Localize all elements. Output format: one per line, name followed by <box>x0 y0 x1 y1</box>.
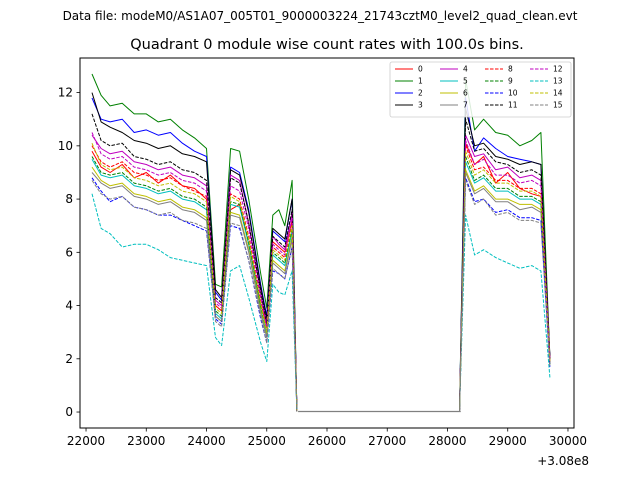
legend-box <box>389 61 572 118</box>
legend-label-8: 8 <box>508 65 513 74</box>
legend-label-6: 6 <box>463 89 468 98</box>
chart-title: Quadrant 0 module wise count rates with … <box>130 37 524 53</box>
x-tick-label: 24000 <box>187 434 225 448</box>
x-tick-label: 22000 <box>67 434 105 448</box>
series-14-line-2 <box>459 150 551 412</box>
series-10-line-1 <box>91 177 298 412</box>
legend-label-12: 12 <box>553 65 563 74</box>
x-tick-label: 28000 <box>428 434 466 448</box>
series-3-line-1 <box>91 92 298 412</box>
y-tick-label: 0 <box>65 405 73 419</box>
y-tick-label: 10 <box>58 139 73 153</box>
series-1-line-2 <box>459 78 551 412</box>
series-12-line-2 <box>459 140 551 412</box>
series-14-line-1 <box>91 143 298 412</box>
legend-label-0: 0 <box>418 65 423 74</box>
x-tick-label: 27000 <box>368 434 406 448</box>
series-15-line-2 <box>459 179 551 412</box>
series-10-line-2 <box>459 177 551 412</box>
x-tick-label: 23000 <box>127 434 165 448</box>
plot-area <box>91 73 551 413</box>
series-4-line-2 <box>459 134 551 412</box>
series-9-line-2 <box>459 156 551 412</box>
legend-label-3: 3 <box>418 101 423 110</box>
series-0-line-1 <box>91 150 298 412</box>
y-tick-label: 6 <box>65 245 73 259</box>
series-15-line-1 <box>91 180 298 412</box>
series-6-line-2 <box>459 169 551 412</box>
series-5-line-2 <box>459 161 551 412</box>
legend-label-14: 14 <box>553 89 563 98</box>
y-tick-label: 4 <box>65 299 73 313</box>
legend-label-1: 1 <box>418 77 423 86</box>
legend-label-15: 15 <box>553 101 563 110</box>
series-11-line-2 <box>459 118 551 412</box>
series-2-line-1 <box>91 97 298 412</box>
series-5-line-1 <box>91 158 298 412</box>
suptitle: Data file: modeM0/AS1A07_005T01_90000032… <box>63 9 578 23</box>
series-6-line-1 <box>91 166 298 412</box>
x-tick-label: 29000 <box>489 434 527 448</box>
axes: 22000 23000 24000 25000 26000 27000 28000 29000… <box>58 86 587 448</box>
y-tick-label: 12 <box>58 86 73 100</box>
legend-label-5: 5 <box>463 77 468 86</box>
x-offset-label: +3.08e8 <box>537 454 589 468</box>
legend-label-9: 9 <box>508 77 513 86</box>
y-tick-label: 8 <box>65 192 73 206</box>
legend-label-13: 13 <box>553 77 563 86</box>
series-2-line-2 <box>459 97 551 412</box>
series-3-line-2 <box>459 108 551 412</box>
legend-label-7: 7 <box>463 101 468 110</box>
series-7-line-2 <box>459 172 551 412</box>
legend-label-4: 4 <box>463 65 468 74</box>
y-tick-label: 2 <box>65 352 73 366</box>
series-8-line-2 <box>459 145 551 412</box>
x-tick-label: 26000 <box>308 434 346 448</box>
x-tick-label: 30000 <box>549 434 587 448</box>
x-tick-label: 25000 <box>248 434 286 448</box>
series-13-line-2 <box>459 214 551 412</box>
legend-label-2: 2 <box>418 89 423 98</box>
series-9-line-1 <box>91 156 298 412</box>
legend-label-10: 10 <box>508 89 518 98</box>
legend-label-11: 11 <box>508 101 518 110</box>
series-13-line-1 <box>91 193 298 412</box>
series-4-line-1 <box>91 134 298 412</box>
series-7-line-1 <box>91 172 298 412</box>
series-12-line-1 <box>91 132 298 412</box>
